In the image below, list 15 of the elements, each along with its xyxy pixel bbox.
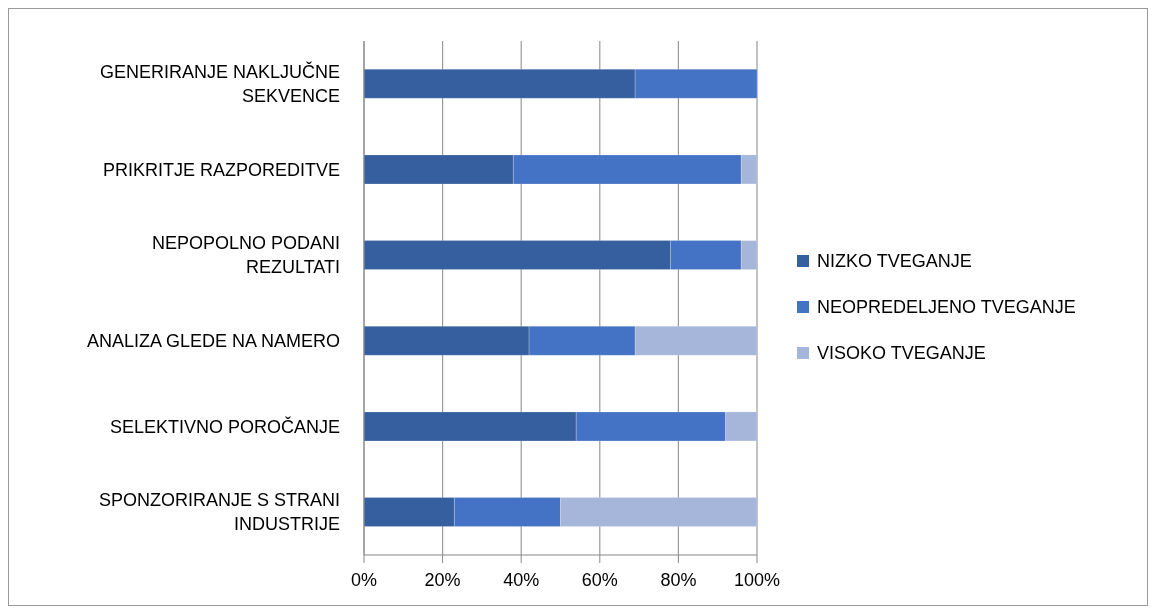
y-tick-label: SPONZORIRANJE S STRANI INDUSTRIJE (98, 490, 340, 535)
y-tick-label: SELEKTIVNO POROČANJE (109, 415, 340, 437)
y-tick-label: NEPOPOLNO PODANI REZULTATI (151, 233, 340, 278)
x-tick-label: 0% (350, 569, 378, 590)
legend-label: VISOKO TVEGANJE (817, 342, 986, 364)
x-tick-label: 80% (660, 569, 697, 590)
legend-label: NEOPREDELJENO TVEGANJE (817, 296, 1076, 318)
x-tick-label: 100% (733, 569, 781, 590)
x-tick-label: 60% (581, 569, 618, 590)
y-tick-label: ANALIZA GLEDE NA NAMERO (86, 330, 340, 351)
legend-label: NIZKO TVEGANJE (817, 250, 972, 272)
x-tick-label: 20% (424, 569, 461, 590)
y-tick-label: PRIKRITJE RAZPOREDITVE (102, 159, 340, 180)
x-tick-label: 40% (503, 569, 540, 590)
y-tick-label: GENERIRANJE NAKLJUČNE SEKVENCE (99, 60, 340, 106)
